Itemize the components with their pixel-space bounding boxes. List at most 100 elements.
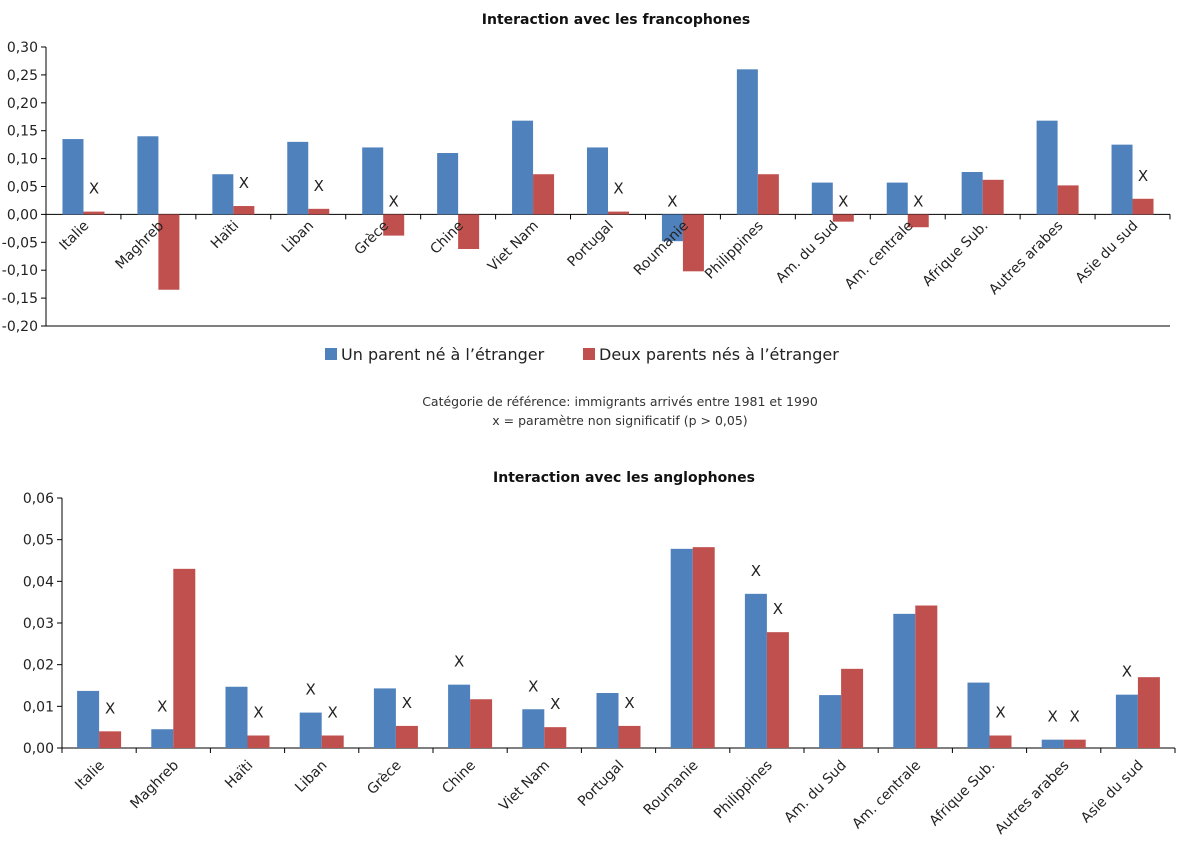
category-label-afrique-sub: Afrique Sub. [927,758,999,830]
non-significant-marker: X [328,704,338,722]
bar-portugal-series2 [618,725,641,748]
legend: Un parent né à l’étranger Deux parents n… [325,345,839,364]
bar-viet-nam-series2 [544,727,567,748]
non-significant-marker: X [550,695,560,713]
chart-title-anglophones: Interaction avec les anglophones [493,470,755,486]
bar-autres-arabes-series1 [1041,739,1064,748]
non-significant-marker: X [624,694,634,712]
category-label-italie: Italie [72,758,108,794]
chart-title-francophones: Interaction avec les francophones [482,12,750,28]
bar-portugal-series1 [596,693,619,748]
y-tick-label: 0,05 [23,533,54,549]
bar-italie-series2 [83,211,105,215]
bar-am-du-sud-series2 [841,668,864,748]
non-significant-marker: X [105,699,115,717]
non-significant-marker: X [89,180,99,198]
non-significant-marker: X [454,653,464,671]
bar-autres-arabes-series2 [1063,739,1086,748]
non-significant-marker: X [389,192,399,210]
non-significant-marker: X [306,681,316,699]
category-label-roumanie: Roumanie [631,218,692,279]
bar-asie-du-sud-series1 [1111,144,1133,215]
y-tick-label: 0,00 [23,741,54,757]
y-tick-label: 0,25 [7,68,38,84]
bar-asie-du-sud-series2 [1137,677,1160,748]
category-label-grece: Grèce [364,758,404,798]
category-label-autres-arabes: Autres arabes [992,758,1072,838]
bar-afrique-sub-series1 [967,682,990,748]
bar-maghreb-series2 [158,214,180,290]
bar-viet-nam-series1 [522,709,545,748]
bar-philippines-series1 [736,69,758,215]
bar-afrique-sub-series1 [961,171,983,215]
bar-haiti-series1 [225,686,248,748]
category-label-asie-du-sud: Asie du sud [1073,218,1142,287]
category-label-portugal: Portugal [565,218,617,270]
category-label-maghreb: Maghreb [127,757,182,812]
bar-maghreb-series2 [173,568,196,748]
bar-autres-arabes-series1 [1036,120,1058,215]
bar-portugal-series1 [587,147,608,215]
category-label-roumanie: Roumanie [641,758,702,819]
bar-portugal-series2 [608,211,629,215]
non-significant-marker: X [1138,167,1148,185]
category-label-autres-arabes: Autres arabes [986,218,1066,298]
bar-roumanie-series1 [661,214,683,242]
non-significant-marker: X [239,174,249,192]
reference-note: Catégorie de référence: immigrants arriv… [422,394,818,409]
category-label-am-centrale: Am. centrale [849,758,924,833]
bar-am-centrale-series1 [886,182,908,215]
category-label-am-centrale: Am. centrale [842,218,917,293]
y-tick-label: 0,00 [7,207,38,223]
category-label-portugal: Portugal [575,758,627,810]
category-label-asie-du-sud: Asie du sud [1078,758,1147,827]
y-tick-label: 0,01 [23,699,54,715]
y-tick-label: -0,10 [2,263,38,279]
category-label-liban: Liban [279,218,317,256]
bar-philippines-series2 [757,174,779,215]
category-label-philippines: Philippines [702,218,767,283]
category-label-chine: Chine [439,758,479,798]
category-label-viet-nam: Viet Nam [485,218,542,275]
bar-haiti-series1 [212,174,234,215]
category-label-italie: Italie [57,218,93,254]
category-label-am-du-sud: Am. du Sud [773,218,842,287]
bar-philippines-series1 [744,593,767,748]
non-significant-marker: X [528,677,538,695]
bar-viet-nam-series2 [533,174,555,215]
y-tick-label: 0,05 [7,180,38,196]
y-tick-label: 0,04 [23,574,54,590]
chart-anglophones: 0,06 0,05 0,04 0,03 0,02 0,01 0,00 X Italie X Magh… [23,491,1176,838]
bar-chine-series1 [437,153,459,215]
category-label-haiti: Haïti [208,218,242,252]
bar-grece-series2 [383,214,405,236]
category-label-philippines: Philippines [711,758,776,823]
bar-roumanie-series1 [670,548,693,748]
bar-afrique-sub-series2 [982,179,1004,215]
bar-autres-arabes-series2 [1057,185,1079,215]
legend-label-series2: Deux parents nés à l’étranger [599,345,839,364]
non-significant-marker: X [1048,708,1058,726]
non-significant-marker: X [1070,708,1080,726]
bar-maghreb-series1 [137,136,159,215]
bar-am-centrale-series2 [907,214,929,228]
non-significant-marker: X [613,180,623,198]
bar-maghreb-series1 [151,729,174,748]
category-label-viet-nam: Viet Nam [496,758,553,815]
bar-grece-series1 [362,147,384,215]
bar-chine-series1 [448,684,471,748]
non-significant-marker: X [667,192,677,210]
y-tick-label: -0,20 [2,319,38,335]
non-significant-marker: X [402,694,412,712]
bar-grece-series2 [395,725,418,748]
bar-am-centrale-series1 [893,613,916,748]
category-label-liban: Liban [292,758,330,796]
non-significant-marker: X [1122,663,1132,681]
y-tick-label: -0,05 [2,235,38,251]
bar-liban-series1 [287,141,309,215]
bar-haiti-series2 [247,735,270,748]
bar-haiti-series2 [233,206,255,215]
category-label-am-du-sud: Am. du Sud [781,758,850,827]
bar-chine-series2 [470,699,493,748]
